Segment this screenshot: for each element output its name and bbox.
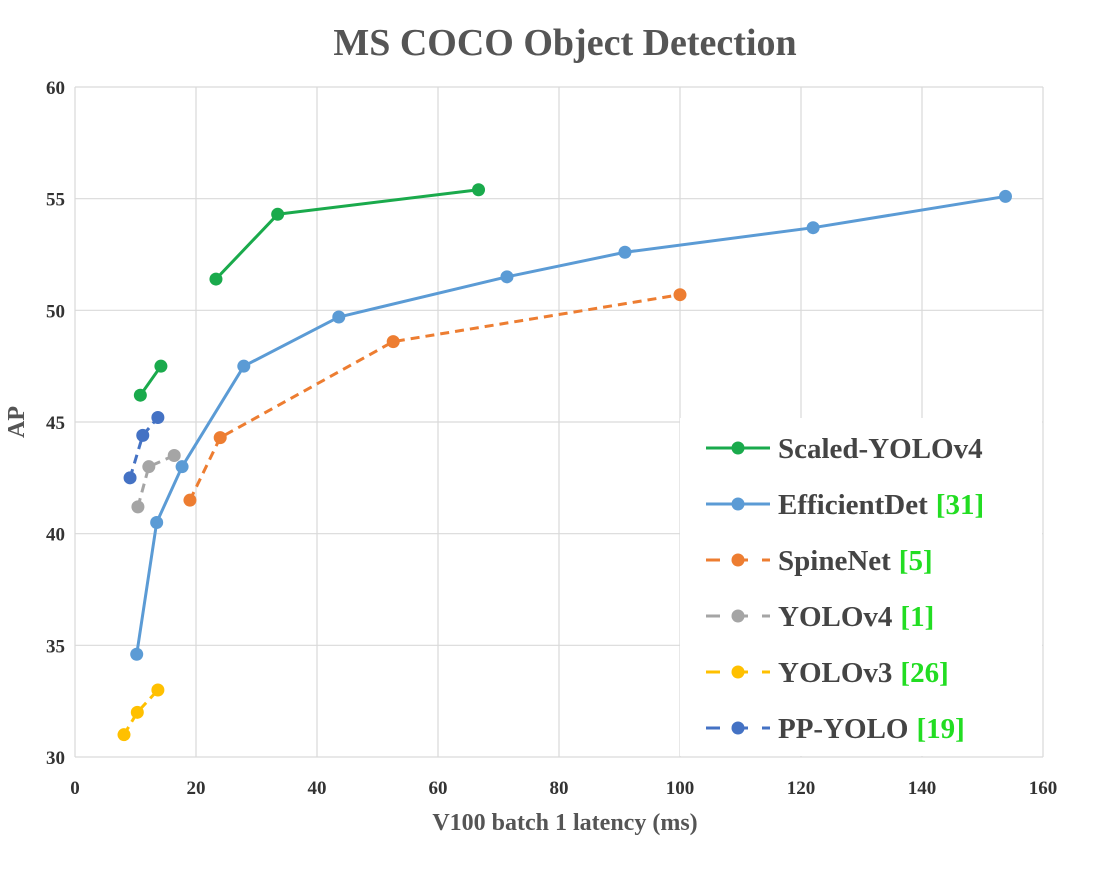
data-point	[183, 493, 197, 507]
x-axis-ticks: 0 20 40 60 80 100 120 140 160	[70, 778, 1057, 799]
x-tick-label: 80	[550, 778, 569, 799]
data-point	[806, 221, 820, 235]
data-point	[332, 310, 346, 324]
y-axis-ticks: 30 35 40 45 50 55 60	[46, 78, 65, 769]
y-tick-label: 40	[46, 525, 65, 546]
legend-label: PP-YOLO [19]	[778, 713, 965, 745]
x-tick-label: 60	[429, 778, 448, 799]
legend-label: SpineNet [5]	[778, 545, 933, 577]
data-point	[213, 431, 227, 445]
y-tick-label: 35	[46, 636, 65, 657]
y-tick-label: 30	[46, 748, 65, 769]
legend-reference: [31]	[936, 489, 984, 521]
x-tick-label: 20	[187, 778, 206, 799]
series-efficientdet	[130, 189, 1012, 661]
legend-swatch-marker	[731, 497, 745, 511]
series-line	[136, 454, 175, 508]
data-point	[271, 207, 285, 221]
series-scaled-yolov4	[133, 183, 486, 402]
legend-series-name: EfficientDet	[778, 489, 928, 521]
legend-item: YOLOv4 [1]	[706, 601, 934, 633]
legend-item: SpineNet [5]	[706, 545, 933, 577]
legend-label: EfficientDet [31]	[778, 489, 984, 521]
data-point	[136, 428, 150, 442]
x-tick-label: 40	[308, 778, 327, 799]
data-point	[123, 471, 137, 485]
legend-swatch-marker	[731, 721, 745, 735]
legend-item: YOLOv3 [26]	[706, 657, 949, 689]
x-axis-label: V100 batch 1 latency (ms)	[432, 810, 697, 836]
legend-swatch-marker	[731, 441, 745, 455]
series-yolov4	[131, 449, 181, 514]
data-point	[131, 500, 145, 514]
legend-label: YOLOv3 [26]	[778, 657, 949, 689]
legend-item: Scaled-YOLOv4	[706, 433, 983, 465]
series-line	[122, 688, 159, 736]
data-point	[618, 245, 632, 259]
legend-series-name: SpineNet	[778, 545, 891, 577]
data-point	[237, 359, 251, 373]
legend-reference: [26]	[900, 657, 948, 689]
data-point	[209, 272, 223, 286]
y-tick-label: 60	[46, 78, 65, 99]
legend-item: EfficientDet [31]	[706, 489, 984, 521]
data-point	[500, 270, 514, 284]
series-line	[188, 293, 681, 501]
chart-title: MS COCO Object Detection	[333, 22, 796, 64]
data-point	[150, 516, 164, 529]
data-point	[142, 460, 156, 474]
data-point	[154, 359, 168, 373]
legend-series-name: YOLOv4	[778, 601, 892, 633]
legend-swatch-marker	[731, 609, 745, 623]
legend-series-name: PP-YOLO	[778, 713, 909, 745]
data-point	[151, 411, 165, 425]
legend-item: PP-YOLO [19]	[706, 713, 965, 745]
data-point	[998, 189, 1012, 203]
series-layer	[117, 183, 1012, 742]
legend-reference: [5]	[899, 545, 933, 577]
y-tick-label: 45	[46, 413, 65, 434]
series-line	[214, 188, 479, 281]
legend-swatch-marker	[731, 665, 745, 679]
legend-reference: [1]	[900, 601, 934, 633]
series-pp-yolo	[123, 411, 165, 485]
data-point	[130, 647, 144, 661]
data-point	[472, 183, 486, 197]
y-tick-label: 50	[46, 301, 65, 322]
y-tick-label: 55	[46, 190, 65, 211]
series-spinenet	[183, 288, 687, 507]
legend-label: YOLOv4 [1]	[778, 601, 934, 633]
legend-background	[680, 418, 1042, 756]
data-point	[673, 288, 687, 302]
series-yolov3	[117, 683, 165, 742]
data-point	[133, 388, 147, 402]
x-tick-label: 120	[787, 778, 816, 799]
data-point	[175, 460, 189, 474]
x-tick-label: 160	[1029, 778, 1058, 799]
legend-reference: [19]	[917, 713, 965, 745]
legend-series-name: YOLOv3	[778, 657, 892, 689]
data-point	[117, 728, 131, 742]
x-tick-label: 0	[70, 778, 80, 799]
legend-swatch-marker	[731, 553, 745, 567]
data-point	[167, 449, 181, 462]
x-tick-label: 100	[666, 778, 695, 799]
legend-series-name: Scaled-YOLOv4	[778, 433, 983, 465]
data-point	[130, 705, 144, 719]
x-tick-label: 140	[908, 778, 937, 799]
data-point	[151, 683, 165, 697]
data-point	[386, 335, 400, 349]
legend-label: Scaled-YOLOv4	[778, 433, 983, 465]
y-axis-label: AP	[4, 406, 30, 438]
